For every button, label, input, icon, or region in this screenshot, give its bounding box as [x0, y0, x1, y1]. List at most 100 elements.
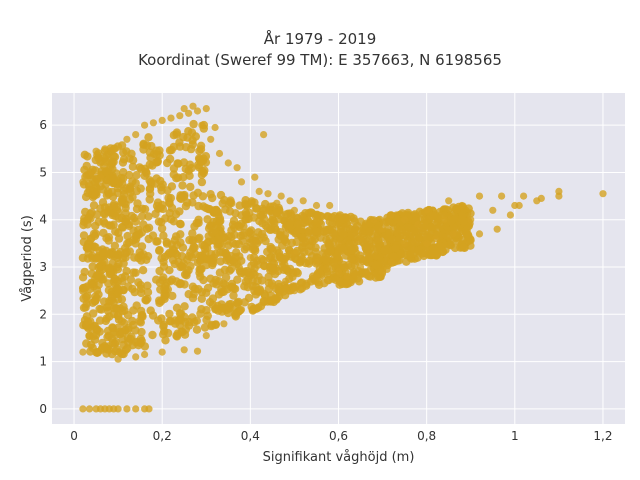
data-point [117, 273, 127, 282]
data-point [216, 257, 225, 266]
data-point [272, 208, 281, 218]
data-point [350, 224, 360, 233]
data-point [325, 234, 334, 244]
data-point [387, 258, 395, 266]
data-point [165, 309, 174, 319]
data-point [290, 287, 298, 295]
data-point [282, 277, 290, 285]
data-point [132, 131, 140, 139]
data-point [286, 197, 294, 205]
data-point [118, 174, 128, 183]
y-tick-label: 1 [39, 355, 47, 369]
data-point [107, 293, 117, 302]
data-point [132, 231, 141, 241]
data-point [278, 241, 287, 250]
data-point [91, 221, 100, 231]
data-point [230, 284, 240, 294]
data-point [100, 209, 110, 219]
data-point [85, 405, 94, 413]
data-point [137, 212, 147, 221]
data-point [342, 213, 351, 223]
data-point [299, 197, 307, 205]
data-point [334, 239, 343, 247]
data-point [506, 211, 514, 219]
data-point [402, 257, 411, 266]
data-point [203, 283, 213, 293]
data-point [365, 227, 374, 236]
data-point [254, 287, 263, 296]
data-point [83, 188, 93, 198]
data-point [136, 284, 146, 293]
data-point [89, 309, 98, 318]
y-tick-label: 2 [39, 307, 47, 321]
data-point [83, 220, 92, 229]
data-point [254, 236, 264, 245]
data-point [202, 260, 211, 270]
data-point [102, 314, 112, 323]
data-point [270, 294, 280, 303]
data-point [252, 304, 261, 313]
data-point [413, 246, 423, 256]
data-point [298, 211, 307, 221]
data-point [203, 238, 212, 247]
data-point [246, 254, 254, 262]
data-point [194, 285, 203, 294]
data-point [214, 290, 224, 299]
data-point [389, 252, 398, 261]
data-point [462, 229, 471, 238]
data-point [180, 302, 189, 311]
data-point [333, 252, 342, 261]
data-point [271, 225, 280, 235]
data-point [109, 174, 118, 183]
data-point [148, 311, 158, 320]
y-tick-label: 4 [39, 213, 47, 227]
data-point [257, 211, 266, 220]
data-point [356, 235, 365, 243]
data-point [105, 263, 114, 272]
data-point [185, 171, 194, 180]
data-point [304, 247, 313, 256]
data-point [79, 405, 87, 413]
data-point [407, 244, 416, 253]
data-point [202, 315, 211, 325]
data-point [188, 236, 197, 245]
data-point [92, 147, 100, 155]
data-point [233, 275, 242, 284]
data-point [104, 279, 113, 288]
data-point [264, 272, 273, 282]
data-point [387, 211, 395, 219]
data-point [131, 217, 140, 226]
data-point [95, 304, 104, 314]
data-point [312, 272, 321, 281]
data-point [401, 239, 409, 247]
data-point [255, 187, 263, 195]
data-point [178, 243, 188, 252]
data-point [108, 338, 118, 347]
data-point [180, 105, 188, 113]
data-point [419, 219, 429, 229]
data-point [423, 206, 431, 214]
data-point [207, 250, 216, 259]
data-point [343, 272, 351, 281]
data-point [153, 157, 162, 166]
data-point [259, 296, 268, 306]
data-point [356, 263, 365, 271]
data-point [96, 173, 105, 181]
data-point [172, 130, 181, 139]
data-point [298, 242, 308, 251]
data-point [117, 317, 127, 326]
data-point [446, 217, 456, 226]
data-point [414, 220, 422, 229]
data-point [125, 247, 134, 256]
data-point [475, 230, 484, 238]
data-point [104, 189, 113, 198]
data-point [440, 216, 448, 224]
data-point [298, 255, 307, 264]
data-point [218, 199, 227, 208]
data-point [88, 343, 97, 353]
data-point [132, 171, 141, 180]
data-point [238, 236, 247, 245]
data-point [423, 239, 431, 247]
data-point [156, 297, 166, 306]
data-point [203, 215, 212, 224]
